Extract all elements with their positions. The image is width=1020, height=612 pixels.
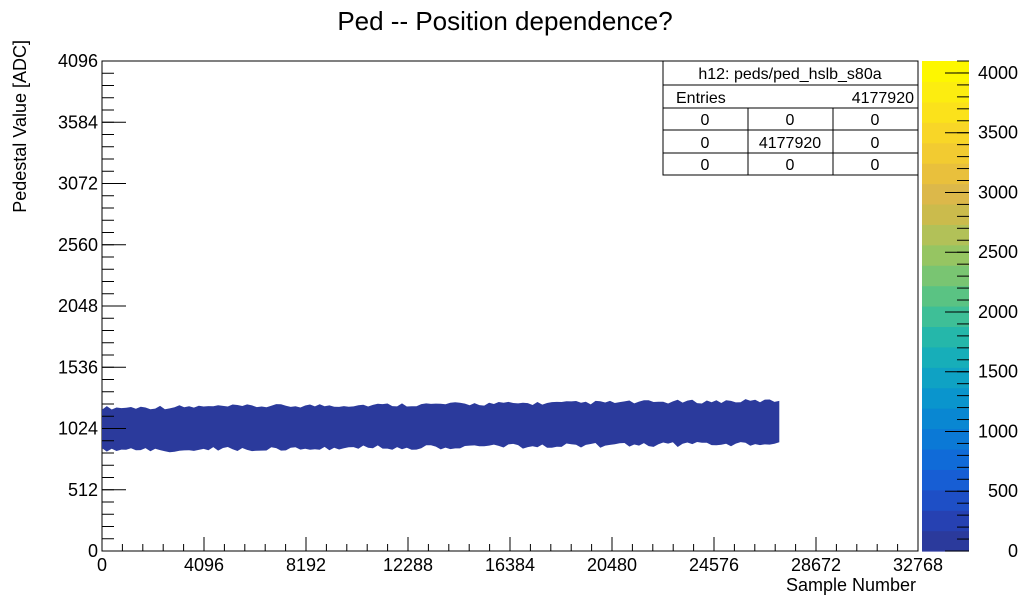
colorbar-segment: [922, 61, 969, 83]
y-tick-label: 1536: [58, 357, 98, 377]
colorbar-tick-label: 2000: [978, 302, 1018, 322]
axes: 0 4096 8192 12288 16384 20480 24576 28672 327680…: [58, 51, 943, 575]
colorbar-segment: [922, 101, 969, 123]
colorbar-segment: [922, 265, 969, 287]
stats-cell: 0: [786, 157, 795, 174]
colorbar-segment: [922, 346, 969, 368]
colorbar-segment: [922, 387, 969, 409]
colorbar-tick-label: 1500: [978, 362, 1018, 382]
x-tick-label: 32768: [893, 555, 943, 575]
colorbar: 0 500 1000 1500 2000 2500 3000 3500 4000: [922, 60, 1018, 561]
x-tick-label: 0: [97, 555, 107, 575]
stats-cell: 0: [871, 135, 880, 152]
stats-box: h12: peds/ped_hslb_s80a Entries 4177920 …: [662, 60, 919, 176]
colorbar-segment: [922, 142, 969, 164]
colorbar-segment: [922, 224, 969, 246]
colorbar-tick-label: 0: [1008, 541, 1018, 561]
stats-cell: 0: [871, 157, 880, 174]
stats-cell: 0: [701, 112, 710, 129]
x-tick-label: 8192: [286, 555, 326, 575]
colorbar-segment: [922, 408, 969, 430]
y-axis-label: Pedestal Value [ADC]: [10, 40, 30, 213]
y-tick-label: 512: [68, 480, 98, 500]
colorbar-tick-label: 1000: [978, 421, 1018, 441]
stats-cell: 0: [701, 157, 710, 174]
x-tick-label: 16384: [485, 555, 535, 575]
colorbar-segment: [922, 306, 969, 328]
data-band: [102, 399, 780, 453]
colorbar-segment: [922, 285, 969, 307]
stats-entries-label: Entries: [676, 90, 726, 107]
stats-cell: 4177920: [759, 135, 821, 152]
y-tick-label: 3072: [58, 174, 98, 194]
stats-cell: 0: [871, 112, 880, 129]
colorbar-segment: [922, 203, 969, 225]
colorbar-segment: [922, 510, 969, 532]
x-tick-label: 24576: [689, 555, 739, 575]
x-tick-label: 28672: [791, 555, 841, 575]
colorbar-tick-label: 3000: [978, 182, 1018, 202]
data-band-area: [102, 399, 780, 453]
y-tick-label: 0: [88, 541, 98, 561]
colorbar-segment: [922, 244, 969, 266]
colorbar-segment: [922, 428, 969, 450]
y-tick-label: 4096: [58, 51, 98, 71]
colorbar-tick-label: 4000: [978, 63, 1018, 83]
colorbar-tick-label: 500: [988, 481, 1018, 501]
stats-cell: 0: [701, 135, 710, 152]
stats-cell: 0: [786, 112, 795, 129]
colorbar-segment: [922, 448, 969, 470]
y-tick-label: 3584: [58, 112, 98, 132]
y-tick-label: 2560: [58, 235, 98, 255]
x-tick-label: 4096: [184, 555, 224, 575]
x-tick-label: 12288: [383, 555, 433, 575]
colorbar-segment: [922, 183, 969, 205]
colorbar-segment: [922, 530, 969, 552]
x-axis-label: Sample Number: [786, 575, 916, 595]
x-tick-label: 20480: [587, 555, 637, 575]
y-tick-label: 2048: [58, 296, 98, 316]
colorbar-segment: [922, 489, 969, 511]
colorbar-tick-label: 2500: [978, 242, 1018, 262]
stats-title: h12: peds/ped_hslb_s80a: [698, 66, 881, 83]
y-tick-label: 1024: [58, 419, 98, 439]
chart-title: Ped -- Position dependence?: [337, 6, 672, 36]
colorbar-segment: [922, 326, 969, 348]
colorbar-segment: [922, 469, 969, 491]
stats-entries-value: 4177920: [852, 90, 914, 107]
colorbar-segment: [922, 367, 969, 389]
colorbar-tick-label: 3500: [978, 123, 1018, 143]
